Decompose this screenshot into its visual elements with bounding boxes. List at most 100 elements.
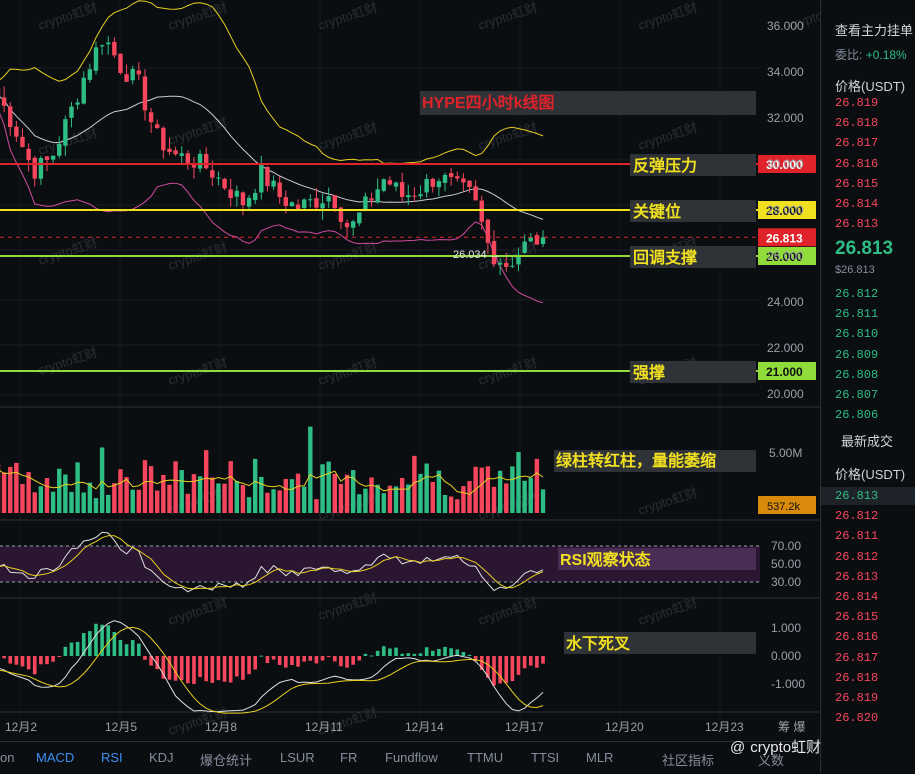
recent-trades-header[interactable]: 最新成交 [841,431,893,450]
volume-bar [45,478,49,513]
brand-watermark: @ crypto虹财 [730,736,821,757]
indicator-tab[interactable]: KDJ [149,750,174,765]
macd-histogram-bar [15,656,19,665]
trade-price: 26.816 [835,630,878,644]
ask-price: 26.818 [835,116,878,130]
volume-bar [131,490,135,513]
ask-price: 26.815 [835,177,878,191]
indicator-tab[interactable]: MACD [36,750,74,765]
macd-histogram-bar [137,644,141,656]
price-tick-label: 24.000 [767,295,804,309]
current-price-tag: 26.813 [766,231,803,245]
candle-body [308,199,312,200]
volume-bar [192,474,196,513]
macd-histogram-bar [419,653,423,656]
volume-bar [357,494,361,513]
volume-bar [375,485,379,513]
rsi-annotation: RSI观察状态 [560,550,651,569]
macd-histogram-bar [296,656,300,667]
indicator-tab[interactable]: 爆仓统计 [200,750,252,769]
volume-bar [137,490,141,513]
candle-body [357,212,361,223]
indicator-tab[interactable]: TTMU [467,750,503,765]
candle-body [314,198,318,207]
volume-bar [326,462,330,513]
volume-bar [112,483,116,513]
date-tick-label: 12月23 [705,720,744,734]
bid-price: 26.808 [835,368,878,382]
indicator-tab[interactable]: FR [340,750,357,765]
volume-bar [198,476,202,513]
candle-body [320,203,324,208]
ask-price: 26.813 [835,217,878,231]
trade-price: 26.812 [835,509,878,523]
macd-annotation: 水下死叉 [566,634,631,653]
macd-histogram-bar [266,656,270,663]
volume-bar [75,462,79,513]
macd-histogram-bar [131,640,135,656]
macd-histogram-bar [45,656,49,664]
volume-bar [345,475,349,513]
candle-body [100,45,104,46]
macd-histogram-bar [21,656,25,667]
price-column-header: 价格(USDT) [835,76,905,95]
price-tick-label: 34.000 [767,65,804,79]
volume-bar [167,485,171,513]
volume-bar [529,478,533,513]
trade-price: 26.814 [835,590,878,604]
volume-bar [51,492,55,513]
indicator-tab[interactable]: on [0,750,14,765]
trade-price: 26.813 [835,489,878,503]
trade-price: 26.817 [835,651,878,665]
indicator-tab[interactable]: MLR [586,750,613,765]
indicator-tab[interactable]: 社区指标 [662,750,714,769]
volume-bar [69,492,73,513]
macd-histogram-bar [357,656,361,660]
main-orders-header[interactable]: 查看主力挂单 [835,20,913,39]
volume-bar [235,481,239,513]
candle-body [228,189,232,198]
candle-body [522,242,526,253]
candle-body [69,106,73,117]
macd-histogram-bar [39,656,43,664]
indicator-tab[interactable]: LSUR [280,750,315,765]
macd-histogram-bar [382,646,386,656]
macd-histogram-bar [272,656,276,660]
macd-histogram-bar [370,655,374,656]
volume-bar [382,493,386,513]
watermark-text: crypto虹财 [36,0,99,33]
macd-histogram-bar [70,643,74,656]
macd-histogram-bar [284,656,288,668]
volume-bar [57,469,61,513]
watermark-text: crypto虹财 [636,485,699,518]
indicator-tab[interactable]: Fundflow [385,750,438,765]
candle-body [504,263,508,267]
volume-bar [100,447,104,513]
candle-body [473,186,477,200]
volume-bar [33,492,37,513]
trades-price-header: 价格(USDT) [835,464,905,483]
macd-histogram-bar [535,656,539,668]
macd-histogram-bar [388,648,392,656]
volume-bar [320,464,324,513]
trade-price: 26.818 [835,671,878,685]
trade-price: 26.811 [835,529,878,543]
watermark-text: crypto虹财 [476,595,539,628]
indicator-tab[interactable]: TTSI [531,750,559,765]
watermark-text: crypto虹财 [36,345,99,378]
volume-bar [314,499,318,513]
macd-histogram-bar [253,656,257,670]
volume-bar [431,482,435,513]
macd-histogram-bar [523,656,527,668]
volume-bar [443,495,447,513]
macd-histogram-bar [94,624,98,656]
candle-body [57,144,61,156]
level-label: 回调支撑 [633,248,697,267]
volume-bar [88,483,92,513]
indicator-tab[interactable]: RSI [101,750,123,765]
macd-histogram-bar [174,656,178,681]
ask-price: 26.819 [835,96,878,110]
